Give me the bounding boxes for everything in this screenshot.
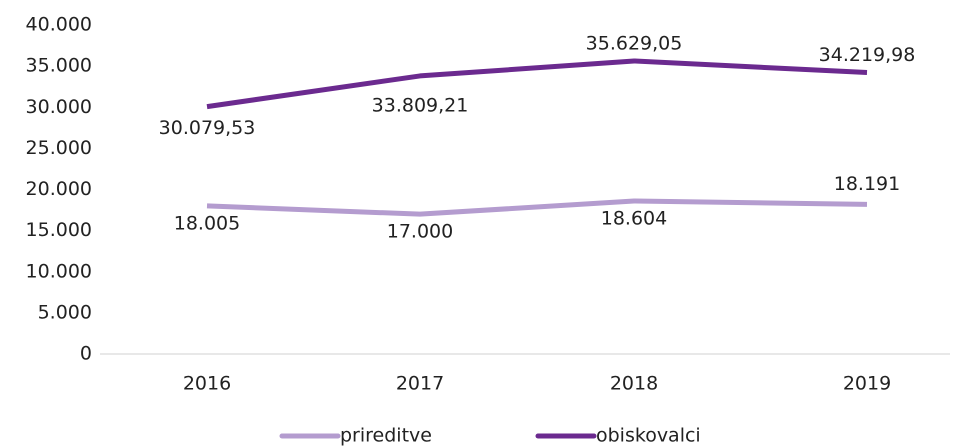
- data-label: 18.604: [601, 207, 667, 229]
- y-tick-label: 5.000: [38, 301, 92, 323]
- data-label: 18.005: [174, 212, 240, 234]
- legend-label: obiskovalci: [596, 425, 701, 446]
- x-tick-label: 2019: [843, 373, 891, 395]
- y-tick-label: 20.000: [26, 178, 92, 200]
- y-tick-label: 40.000: [26, 14, 92, 36]
- y-tick-label: 35.000: [26, 55, 92, 77]
- data-label: 30.079,53: [159, 117, 256, 139]
- x-tick-label: 2018: [610, 373, 658, 395]
- y-tick-label: 15.000: [26, 219, 92, 241]
- line-series: [206, 58, 868, 110]
- data-label: 35.629,05: [586, 32, 683, 54]
- line-series: [206, 198, 868, 217]
- y-tick-label: 0: [80, 343, 92, 365]
- y-tick-label: 25.000: [26, 137, 92, 159]
- data-label: 17.000: [387, 221, 453, 243]
- x-tick-label: 2017: [396, 373, 444, 395]
- y-tick-label: 10.000: [26, 260, 92, 282]
- data-label: 33.809,21: [372, 94, 469, 116]
- y-tick-label: 30.000: [26, 96, 92, 118]
- data-label: 18.191: [834, 173, 900, 195]
- legend-label: prireditve: [340, 425, 432, 446]
- data-label: 34.219,98: [819, 44, 916, 66]
- x-tick-label: 2016: [183, 373, 231, 395]
